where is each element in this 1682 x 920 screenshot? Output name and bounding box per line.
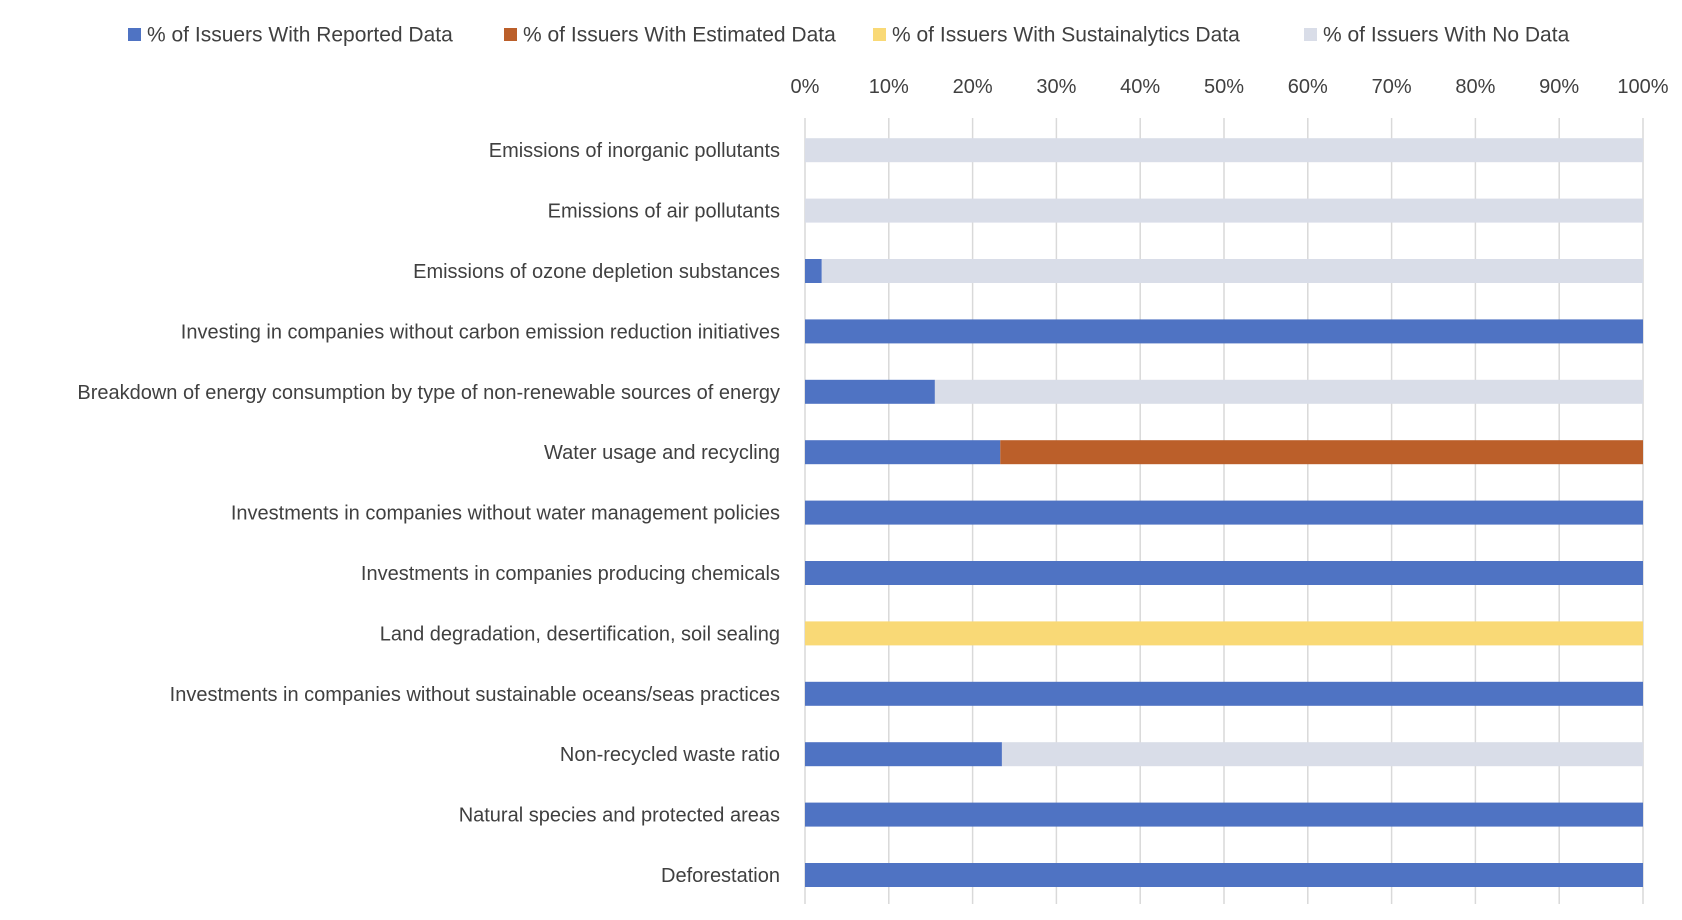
category-label: Emissions of ozone depletion substances	[413, 261, 780, 283]
category-label: Deforestation	[661, 865, 780, 887]
legend-label: % of Issuers With Estimated Data	[523, 24, 836, 47]
legend: % of Issuers With Reported Data % of Issu…	[128, 24, 1570, 47]
x-tick-label: 50%	[1204, 76, 1244, 98]
bar-segment	[805, 138, 1643, 163]
bar-segment	[805, 863, 1643, 887]
category-label: Investing in companies without carbon em…	[181, 321, 780, 343]
legend-label: % of Issuers With Reported Data	[147, 24, 453, 47]
legend-label: % of Issuers With No Data	[1323, 24, 1570, 47]
bar-segment	[934, 379, 1643, 404]
bar-segment	[821, 259, 1643, 283]
x-tick-label: 40%	[1120, 76, 1160, 98]
category-label: Non-recycled waste ratio	[560, 744, 780, 766]
category-label: Investments in companies producing chemi…	[361, 563, 780, 585]
legend-swatch	[128, 28, 141, 41]
x-tick-label: 90%	[1539, 76, 1579, 98]
x-tick-label: 60%	[1288, 76, 1328, 98]
category-label: Breakdown of energy consumption by type …	[77, 382, 780, 404]
bar-segment	[1001, 742, 1643, 767]
bar-segment	[805, 500, 1643, 525]
bar-segment	[805, 742, 1002, 767]
x-tick-label: 70%	[1372, 76, 1412, 98]
category-label: Investments in companies without water m…	[231, 503, 780, 525]
category-label: Water usage and recycling	[544, 442, 780, 464]
x-tick-label: 30%	[1036, 76, 1076, 98]
category-label: Emissions of air pollutants	[548, 201, 780, 223]
category-label: Emissions of inorganic pollutants	[489, 140, 780, 162]
bar-segment	[1000, 440, 1643, 465]
bar-segment	[805, 198, 1643, 223]
bar-segment	[805, 561, 1643, 585]
x-tick-label: 100%	[1617, 76, 1668, 98]
legend-swatch	[873, 28, 886, 41]
bars	[805, 138, 1643, 887]
bar-segment	[805, 681, 1643, 706]
y-axis-categories: Emissions of inorganic pollutants Emissio…	[77, 140, 780, 887]
x-tick-label: 10%	[869, 76, 909, 98]
legend-label: % of Issuers With Sustainalytics Data	[892, 24, 1240, 47]
category-label: Natural species and protected areas	[459, 805, 780, 827]
category-label: Land degradation, desertification, soil …	[380, 623, 780, 645]
bar-segment	[805, 259, 822, 283]
bar-segment	[805, 379, 935, 404]
x-tick-label: 20%	[953, 76, 993, 98]
x-tick-label: 80%	[1455, 76, 1495, 98]
bar-segment	[805, 319, 1643, 344]
bar-segment	[805, 621, 1643, 646]
x-tick-label: 0%	[791, 76, 820, 98]
legend-swatch	[1304, 28, 1317, 41]
x-axis-ticks: 0% 10% 20% 30% 40% 50% 60% 70% 80% 90% 100%	[791, 76, 1669, 98]
legend-swatch	[504, 28, 517, 41]
bar-segment	[805, 802, 1643, 827]
bar-segment	[805, 440, 1001, 465]
category-label: Investments in companies without sustain…	[170, 684, 780, 706]
